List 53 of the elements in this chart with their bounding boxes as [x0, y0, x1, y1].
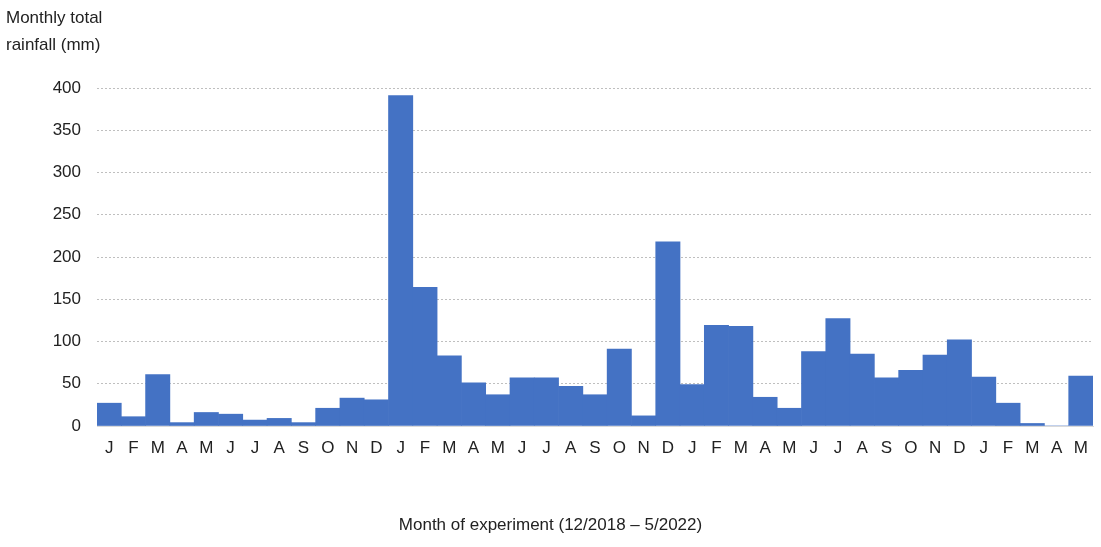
- y-tick-label: 0: [71, 415, 81, 435]
- x-tick-label: A: [856, 437, 869, 457]
- x-tick-label: O: [612, 437, 626, 457]
- x-tick-label: A: [759, 437, 772, 457]
- x-tick-label: M: [150, 437, 165, 457]
- x-tick-label: A: [176, 437, 189, 457]
- y-tick-label: 150: [52, 288, 81, 308]
- y-tick-label: 50: [62, 373, 81, 393]
- x-tick-label: J: [396, 437, 405, 457]
- x-tick-label: J: [104, 437, 114, 457]
- x-tick-label: M: [782, 437, 797, 457]
- x-tick-label: J: [687, 437, 697, 457]
- x-tick-label: M: [442, 437, 457, 457]
- x-tick-label: M: [490, 437, 505, 457]
- y-tick-label: 300: [52, 162, 81, 182]
- y-axis-title: Monthly total rainfall (mm): [6, 7, 104, 56]
- x-tick-label: N: [928, 437, 942, 457]
- x-tick-label: M: [199, 437, 214, 457]
- x-tick-label: D: [661, 437, 675, 457]
- x-tick-label: F: [1002, 437, 1014, 457]
- x-tick-label: J: [517, 437, 527, 457]
- y-tick-label: 250: [52, 204, 81, 224]
- y-tick-label: 100: [52, 331, 81, 351]
- x-tick-label: J: [979, 437, 988, 457]
- x-tick-label: J: [833, 437, 843, 457]
- x-tick-label: J: [226, 437, 235, 457]
- x-tick-label: J: [542, 437, 551, 457]
- x-tick-label: A: [467, 437, 480, 457]
- y-tick-label: 200: [52, 246, 81, 266]
- x-tick-label: M: [1073, 437, 1088, 457]
- x-tick-label: N: [345, 437, 359, 457]
- x-tick-label: F: [711, 437, 722, 457]
- y-tick-label: 350: [52, 119, 81, 139]
- bar: [1068, 375, 1093, 426]
- x-tick-label: S: [297, 437, 310, 457]
- x-tick-label: A: [565, 437, 578, 457]
- x-tick-label: M: [733, 437, 748, 457]
- x-axis-title: Month of experiment (12/2018 – 5/2022): [397, 515, 704, 535]
- x-tick-label: S: [880, 437, 893, 457]
- y-tick-label: 400: [52, 77, 81, 97]
- x-tick-label: D: [370, 437, 383, 457]
- x-tick-label: F: [128, 437, 139, 457]
- x-tick-label: D: [953, 437, 966, 457]
- x-tick-label: A: [273, 437, 286, 457]
- x-tick-label: O: [321, 437, 335, 457]
- x-tick-label: O: [904, 437, 918, 457]
- x-tick-label: M: [1025, 437, 1040, 457]
- x-tick-label: F: [419, 437, 431, 457]
- x-tick-label: N: [637, 437, 650, 457]
- x-tick-label: A: [1050, 437, 1063, 457]
- x-tick-label: S: [589, 437, 601, 457]
- x-tick-label: J: [250, 437, 260, 457]
- x-tick-label: J: [809, 437, 818, 457]
